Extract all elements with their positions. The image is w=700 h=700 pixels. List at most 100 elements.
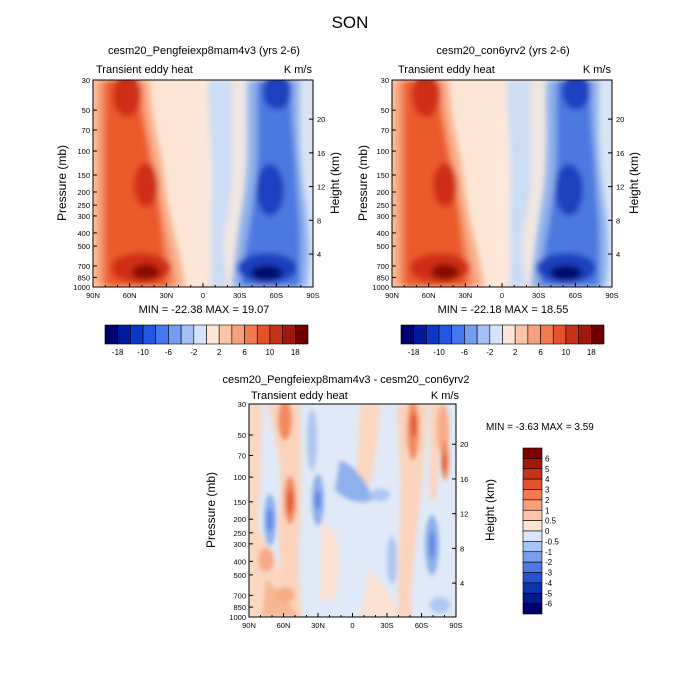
lat-tick-label: 0 — [500, 291, 504, 300]
panel-2-variable-label: Transient eddy heat — [398, 64, 495, 76]
colorbar-box — [522, 582, 543, 594]
colorbar-box — [522, 478, 543, 490]
height-tick-label: 12 — [460, 510, 468, 519]
pressure-tick-label: 300 — [233, 540, 246, 549]
height-tick-label: 16 — [460, 475, 468, 484]
lat-tick-label: 90S — [306, 291, 319, 300]
pressure-tick-label: 500 — [233, 571, 246, 580]
colorbar-label: 18 — [291, 348, 300, 357]
colorbar-box — [522, 541, 543, 553]
colorbar-label: 4 — [545, 475, 550, 484]
pressure-tick-label: 150 — [77, 171, 90, 180]
pressure-tick-label: 700 — [376, 262, 389, 271]
colorbar-label: -18 — [408, 348, 420, 357]
pressure-tick-label: 200 — [376, 188, 389, 197]
pressure-tick-label: 100 — [376, 147, 389, 156]
height-tick-label: 12 — [317, 183, 325, 192]
colorbar-label: -3 — [545, 569, 553, 578]
lat-tick-label: 30S — [532, 291, 545, 300]
pressure-tick-label: 250 — [376, 201, 389, 210]
colorbar-box — [206, 324, 220, 345]
pressure-tick-label: 50 — [238, 431, 246, 440]
colorbar-label: -10 — [433, 348, 445, 357]
lat-tick-label: 60S — [415, 621, 428, 630]
pressure-tick-label: 300 — [376, 212, 389, 221]
colorbar-label: -6 — [165, 348, 173, 357]
lat-tick-label: 60N — [422, 291, 436, 300]
panel-2-colorbar: -18 -10 -6 -2 2 6 10 18 — [400, 324, 605, 357]
panel-2-heatmap — [392, 80, 612, 287]
panel-2: cesm20_con6yrv2 (yrs 2-6) Transient eddy… — [356, 45, 641, 357]
colorbar-box — [180, 324, 195, 345]
colorbar-box — [552, 324, 567, 345]
height-tick-label: 8 — [317, 216, 321, 225]
colorbar-label: -5 — [545, 589, 553, 598]
colorbar-box — [295, 324, 309, 345]
colorbar-label: 1 — [545, 506, 550, 515]
colorbar-box — [565, 324, 579, 345]
panel-2-title: cesm20_con6yrv2 (yrs 2-6) — [436, 45, 569, 57]
panel-3-heatmap — [249, 404, 456, 617]
pressure-tick-label: 400 — [77, 229, 90, 238]
panel-1: cesm20_Pengfeiexp8mam4v3 (yrs 2-6) Trans… — [55, 45, 342, 357]
colorbar-box — [522, 520, 543, 532]
colorbar-box — [269, 324, 283, 345]
colorbar-box — [168, 324, 182, 345]
figure-title: SON — [332, 13, 369, 32]
colorbar-box — [142, 324, 157, 345]
colorbar-box — [502, 324, 516, 345]
height-tick-label: 16 — [317, 149, 325, 158]
colorbar-box — [282, 324, 296, 345]
lat-tick-label: 60N — [123, 291, 137, 300]
panel-3-ylabel: Pressure (mb) — [204, 472, 218, 548]
lat-tick-label: 30N — [458, 291, 472, 300]
colorbar-label: -0.5 — [545, 537, 559, 546]
height-tick-label: 4 — [616, 250, 620, 259]
lat-tick-label: 30N — [311, 621, 325, 630]
colorbar-box — [413, 324, 427, 345]
colorbar-label: 5 — [545, 465, 550, 474]
colorbar-box — [489, 324, 503, 345]
lat-tick-label: 90N — [242, 621, 256, 630]
colorbar-box — [193, 324, 207, 345]
colorbar-box — [522, 458, 543, 470]
colorbar-label: 6 — [242, 348, 247, 357]
pressure-tick-label: 50 — [82, 106, 90, 115]
colorbar-label: -10 — [137, 348, 149, 357]
pressure-tick-label: 200 — [77, 188, 90, 197]
pressure-tick-label: 150 — [233, 498, 246, 507]
height-tick-label: 20 — [616, 115, 624, 124]
panel-3-y2label: Height (km) — [483, 479, 497, 541]
panel-1-stats: MIN = -22.38 MAX = 19.07 — [139, 304, 270, 316]
pressure-tick-label: 30 — [238, 400, 246, 409]
lat-tick-label: 90S — [605, 291, 618, 300]
panel-1-heatmap — [93, 80, 313, 287]
colorbar-box — [522, 572, 543, 584]
pressure-tick-label: 200 — [233, 515, 246, 524]
panel-1-y2label: Height (km) — [328, 152, 342, 214]
colorbar-box — [155, 324, 169, 345]
pressure-tick-label: 400 — [376, 229, 389, 238]
colorbar-label: 2 — [513, 348, 518, 357]
colorbar-box — [438, 324, 453, 345]
panel-1-variable-label: Transient eddy heat — [96, 64, 193, 76]
lat-tick-label: 90N — [86, 291, 100, 300]
pressure-tick-label: 250 — [233, 529, 246, 538]
colorbar-box — [522, 551, 543, 563]
pressure-tick-label: 850 — [233, 603, 246, 612]
panel-1-ylabel: Pressure (mb) — [55, 145, 69, 221]
lat-tick-label: 90S — [449, 621, 462, 630]
panel-3-title: cesm20_Pengfeiexp8mam4v3 - cesm20_con6yr… — [222, 374, 469, 386]
colorbar-label: 3 — [545, 486, 550, 495]
pressure-tick-label: 100 — [233, 473, 246, 482]
colorbar-box — [522, 468, 543, 480]
pressure-tick-label: 30 — [381, 76, 389, 85]
pressure-tick-label: 300 — [77, 212, 90, 221]
colorbar-label: 6 — [545, 454, 550, 463]
colorbar-label: 2 — [545, 496, 550, 505]
lat-tick-label: 30S — [380, 621, 393, 630]
height-tick-label: 4 — [460, 579, 464, 588]
